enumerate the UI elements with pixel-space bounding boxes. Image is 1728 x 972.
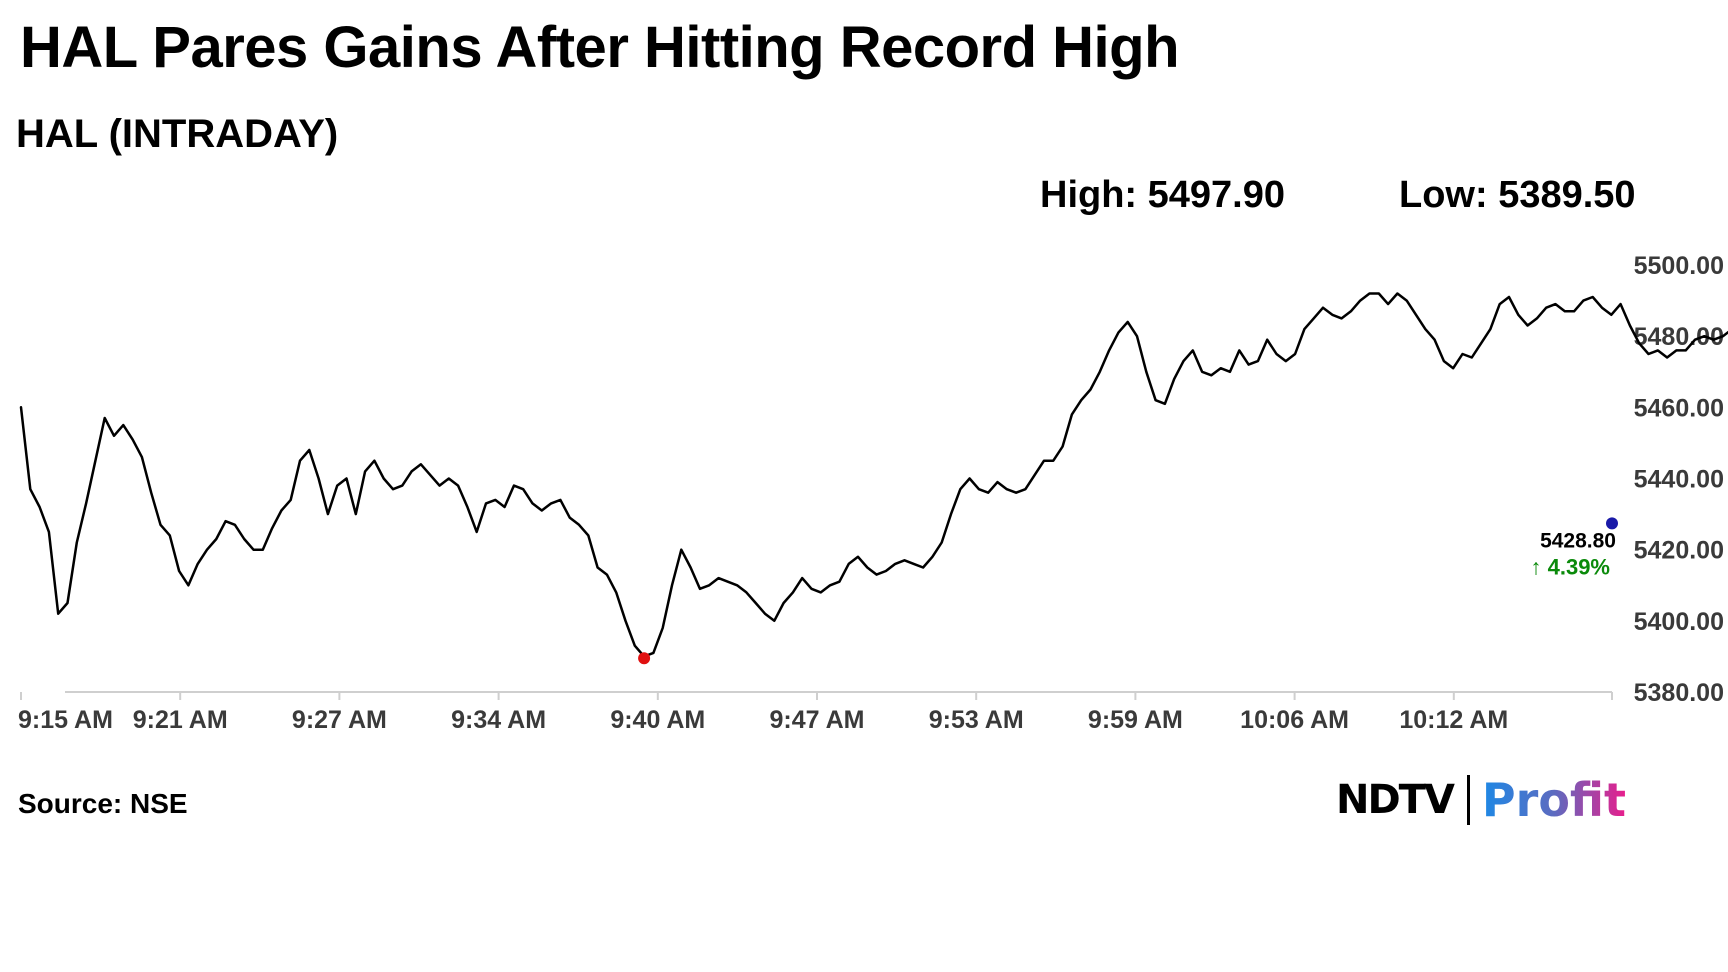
ndtv-profit-logo: NDTV Profit bbox=[1336, 770, 1626, 830]
logo-ndtv-text: NDTV bbox=[1336, 777, 1455, 823]
last-change-label: ↑ 4.39% bbox=[1531, 554, 1611, 579]
y-axis: 5500.00 5480.00 5460.00 5440.00 5420.00 5400.… bbox=[1634, 252, 1724, 707]
y-tick-label: 5480.00 bbox=[1634, 323, 1724, 351]
price-series-line bbox=[19, 292, 1728, 658]
x-tick-label: 9:47 AM bbox=[770, 706, 865, 734]
x-tick-label: 9:15 AM bbox=[18, 706, 113, 734]
chart-subtitle: HAL (INTRADAY) bbox=[16, 112, 339, 156]
y-tick-label: 5380.00 bbox=[1634, 679, 1724, 707]
x-tick-label: 10:12 AM bbox=[1399, 706, 1508, 734]
logo-profit-text: Profit bbox=[1481, 773, 1627, 827]
x-tick-label: 9:53 AM bbox=[929, 706, 1024, 734]
chart-title: HAL Pares Gains After Hitting Record Hig… bbox=[20, 15, 1180, 80]
high-stat: High: 5497.90 bbox=[1040, 174, 1285, 216]
y-tick-label: 5420.00 bbox=[1634, 537, 1724, 565]
x-tick-label: 9:34 AM bbox=[451, 706, 546, 734]
x-tick-label: 9:27 AM bbox=[292, 706, 387, 734]
x-tick-label: 10:06 AM bbox=[1240, 706, 1349, 734]
low-stat: Low: 5389.50 bbox=[1399, 174, 1636, 216]
low-marker bbox=[638, 652, 651, 665]
y-tick-label: 5460.00 bbox=[1634, 394, 1724, 422]
last-price-marker bbox=[1606, 517, 1618, 530]
line-chart: 5500.00 5480.00 5460.00 5440.00 5420.00 5400.… bbox=[18, 252, 1728, 734]
y-tick-label: 5440.00 bbox=[1634, 466, 1724, 494]
x-tick-label: 9:40 AM bbox=[610, 706, 705, 734]
y-tick-label: 5500.00 bbox=[1634, 252, 1724, 280]
x-axis: 9:15 AM 9:21 AM 9:27 AM 9:34 AM 9:40 AM 9:47 … bbox=[18, 691, 1613, 734]
y-tick-label: 5400.00 bbox=[1634, 608, 1724, 636]
source-note: Source: NSE bbox=[18, 788, 188, 819]
logo-separator bbox=[1466, 775, 1470, 825]
x-tick-label: 9:59 AM bbox=[1088, 706, 1183, 734]
x-tick-label: 9:21 AM bbox=[133, 706, 228, 734]
last-price-label: 5428.80 bbox=[1540, 529, 1616, 552]
